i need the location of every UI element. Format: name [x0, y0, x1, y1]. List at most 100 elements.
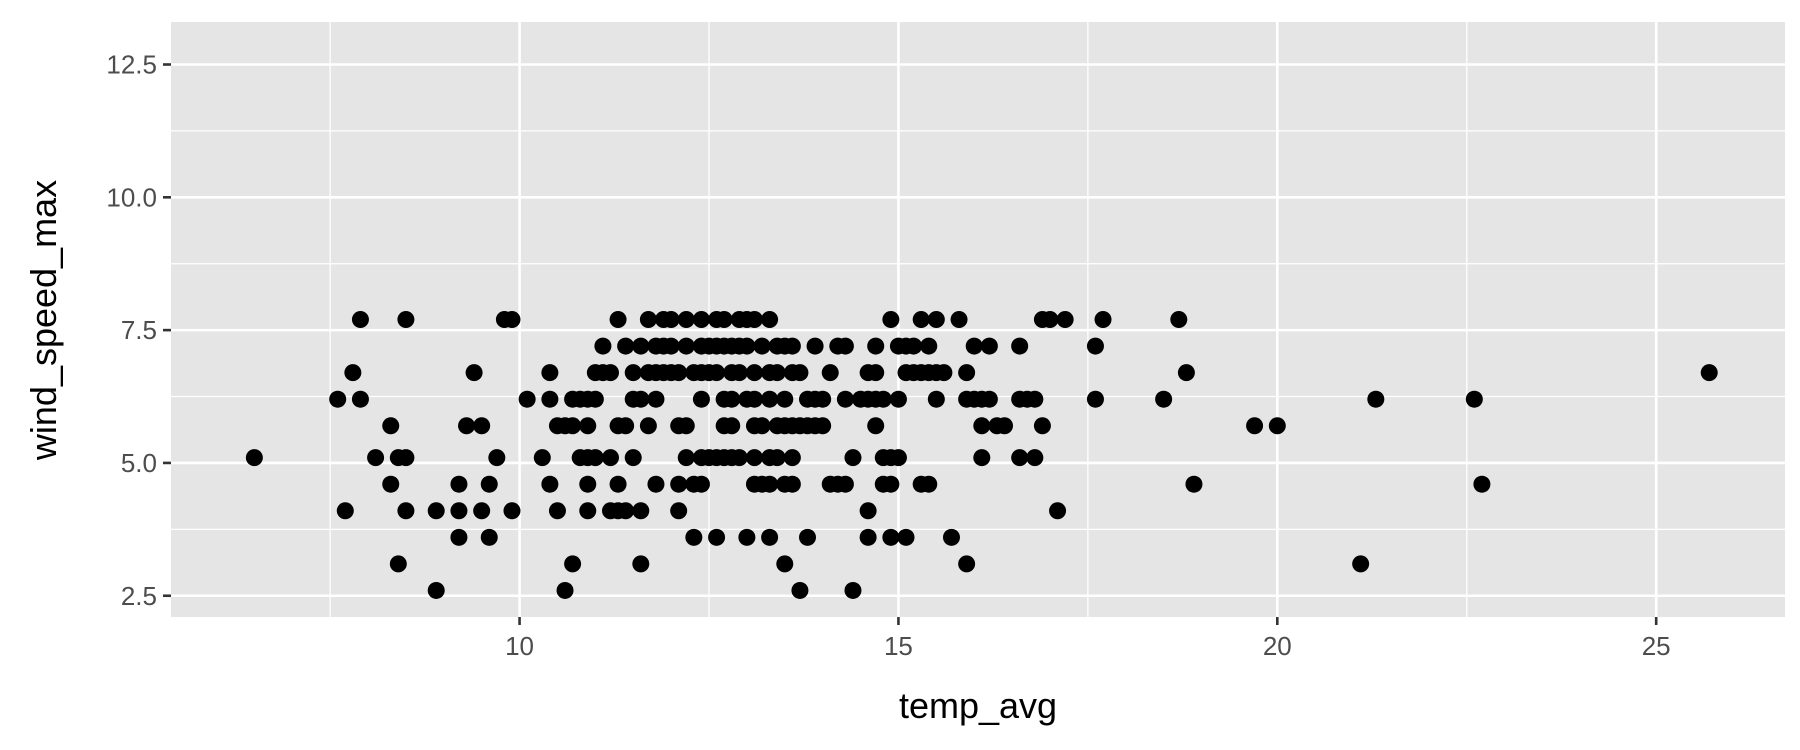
- y-tick-label: 2.5: [121, 581, 157, 611]
- data-point: [753, 417, 771, 435]
- data-point: [738, 337, 756, 355]
- data-point: [836, 390, 854, 408]
- data-point: [799, 528, 817, 546]
- data-point: [450, 528, 468, 546]
- data-point: [1049, 502, 1067, 520]
- data-point: [685, 528, 703, 546]
- data-point: [1033, 417, 1051, 435]
- data-point: [753, 337, 771, 355]
- data-point: [556, 581, 574, 599]
- data-point: [935, 364, 953, 382]
- data-point: [677, 337, 695, 355]
- data-point: [245, 449, 263, 467]
- data-point: [677, 311, 695, 328]
- data-point: [692, 311, 710, 328]
- data-point: [912, 311, 930, 328]
- data-point: [715, 311, 733, 328]
- data-point: [836, 475, 854, 493]
- data-point: [594, 337, 612, 355]
- data-point: [632, 555, 650, 573]
- data-point: [601, 364, 619, 382]
- data-point: [806, 337, 824, 355]
- data-point: [647, 475, 665, 493]
- data-point: [761, 311, 779, 328]
- data-point: [942, 528, 960, 546]
- data-point: [814, 390, 832, 408]
- data-point: [1465, 390, 1483, 408]
- data-point: [761, 390, 779, 408]
- data-point: [450, 502, 468, 520]
- data-point: [586, 390, 604, 408]
- data-point: [1056, 311, 1074, 328]
- data-point: [791, 364, 809, 382]
- data-point: [351, 311, 369, 328]
- data-point: [503, 311, 521, 328]
- data-point: [1094, 311, 1112, 328]
- data-point: [382, 417, 400, 435]
- data-point: [965, 337, 983, 355]
- data-point: [579, 475, 597, 493]
- data-point: [1086, 390, 1104, 408]
- data-point: [692, 475, 710, 493]
- data-point: [980, 337, 998, 355]
- data-point: [859, 528, 877, 546]
- data-point: [867, 337, 885, 355]
- data-point: [344, 364, 362, 382]
- data-point: [465, 364, 483, 382]
- data-point: [776, 390, 794, 408]
- data-point: [617, 417, 635, 435]
- data-point: [776, 555, 794, 573]
- data-point: [768, 364, 786, 382]
- data-point: [670, 502, 688, 520]
- data-point: [458, 417, 476, 435]
- data-point: [639, 311, 657, 328]
- data-point: [920, 337, 938, 355]
- data-point: [708, 364, 726, 382]
- data-point: [745, 449, 763, 467]
- data-point: [1026, 449, 1044, 467]
- data-point: [427, 502, 445, 520]
- data-point: [844, 581, 862, 599]
- data-point: [541, 475, 559, 493]
- data-point: [480, 475, 498, 493]
- data-point: [738, 528, 756, 546]
- data-point: [889, 390, 907, 408]
- data-point: [889, 449, 907, 467]
- data-point: [662, 337, 680, 355]
- data-point: [927, 390, 945, 408]
- data-point: [783, 449, 801, 467]
- x-tick-label: 25: [1642, 631, 1671, 661]
- data-point: [624, 449, 642, 467]
- data-point: [768, 449, 786, 467]
- data-point: [662, 311, 680, 328]
- data-point: [541, 390, 559, 408]
- data-point: [1700, 364, 1718, 382]
- data-point: [503, 502, 521, 520]
- data-point: [586, 449, 604, 467]
- data-point: [579, 417, 597, 435]
- data-point: [814, 417, 832, 435]
- data-point: [480, 528, 498, 546]
- data-point: [473, 417, 491, 435]
- y-axis-title: wind_speed_max: [23, 180, 64, 461]
- data-point: [609, 311, 627, 328]
- data-point: [844, 449, 862, 467]
- data-point: [1086, 337, 1104, 355]
- axes: 10 15 20 25 2.5 5.0 7.5 10.0 12.5: [106, 50, 1670, 662]
- data-point: [882, 311, 900, 328]
- data-point: [1185, 475, 1203, 493]
- data-point: [488, 449, 506, 467]
- data-point: [745, 364, 763, 382]
- data-point: [950, 311, 968, 328]
- data-point: [609, 475, 627, 493]
- data-point: [564, 417, 582, 435]
- data-point: [761, 475, 779, 493]
- data-point: [1026, 390, 1044, 408]
- data-point: [1473, 475, 1491, 493]
- data-point: [617, 502, 635, 520]
- data-point: [874, 390, 892, 408]
- data-point: [927, 311, 945, 328]
- data-point: [730, 449, 748, 467]
- data-point: [564, 555, 582, 573]
- data-point: [1041, 311, 1059, 328]
